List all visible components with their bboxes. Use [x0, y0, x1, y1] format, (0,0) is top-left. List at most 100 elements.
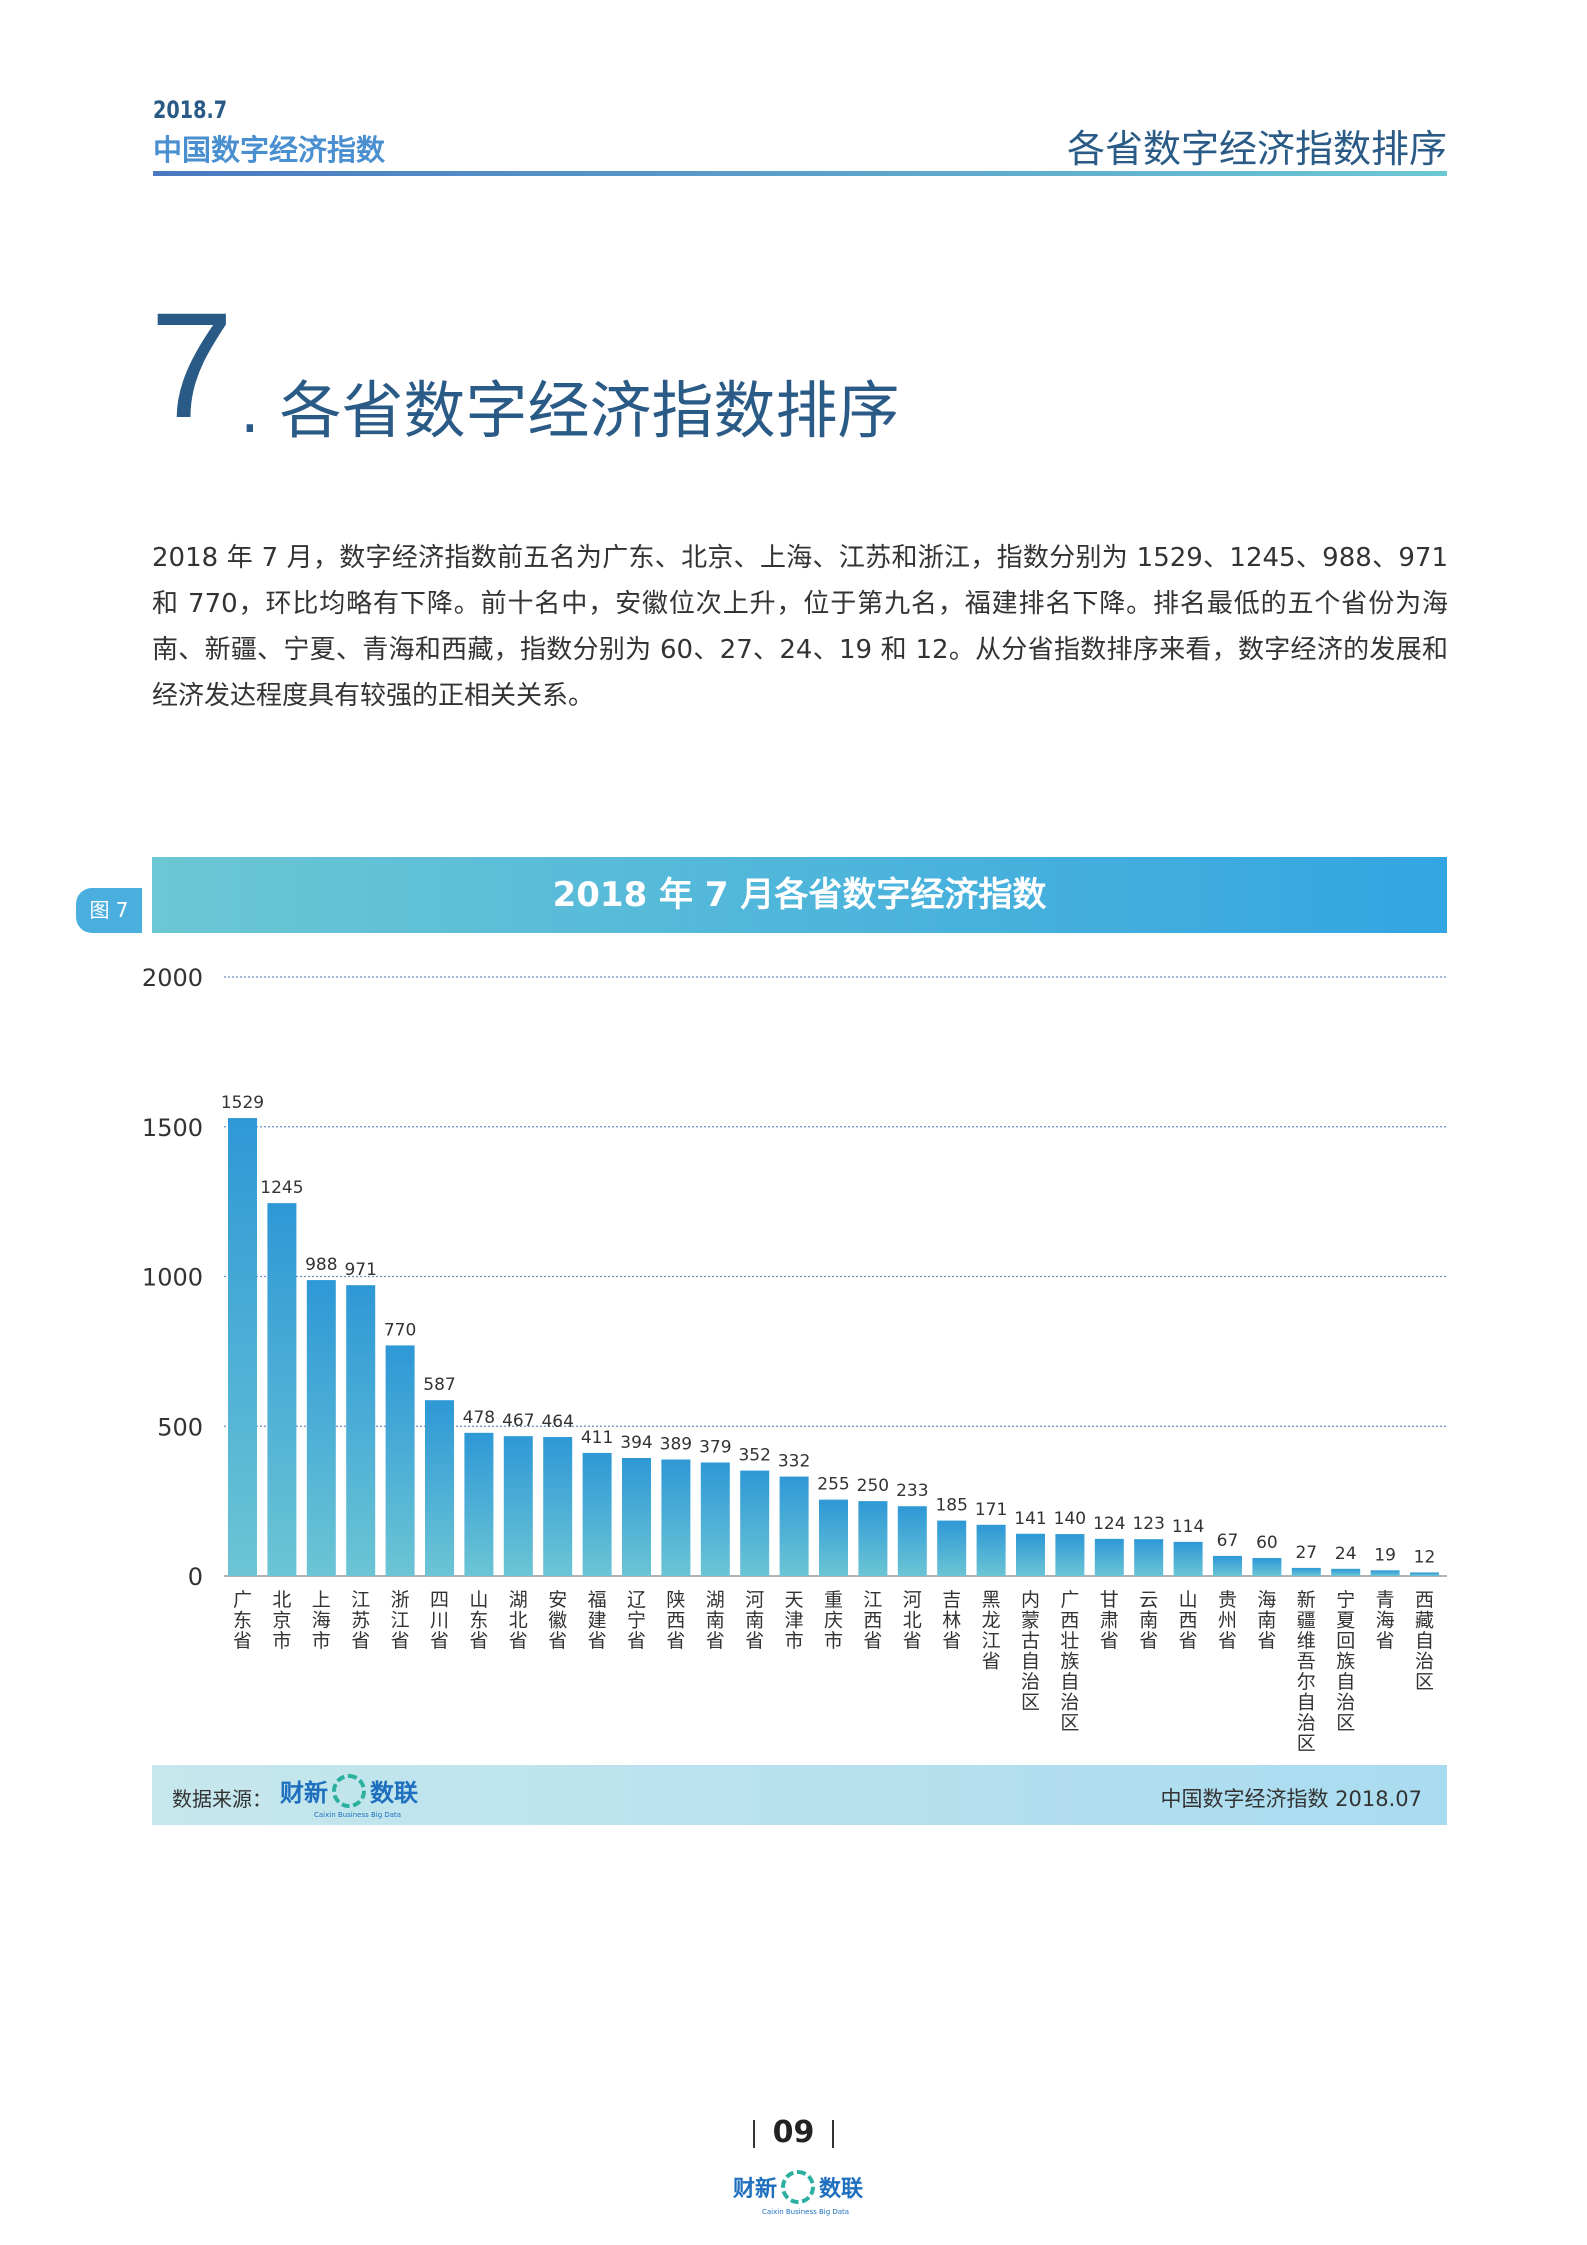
bar — [385, 1345, 415, 1576]
data-label: 467 — [502, 1411, 534, 1431]
bar — [1016, 1533, 1045, 1576]
data-label: 233 — [896, 1481, 928, 1501]
x-tick-label: 山东省 — [469, 1589, 488, 1652]
bar — [1094, 1538, 1124, 1576]
data-label: 60 — [1256, 1533, 1278, 1553]
x-tick-label: 江西省 — [863, 1589, 882, 1652]
x-tick-label: 河北省 — [903, 1589, 922, 1652]
data-label: 19 — [1374, 1545, 1396, 1565]
x-tick-label: 天津市 — [785, 1589, 804, 1652]
bar — [622, 1457, 651, 1576]
data-label: 988 — [305, 1255, 337, 1275]
footer-logo-right: 数联 — [819, 2177, 864, 2202]
data-label: 971 — [344, 1260, 376, 1280]
source-right-text: 中国数字经济指数 2018.07 — [1160, 1787, 1422, 1811]
data-label: 1529 — [221, 1093, 264, 1113]
x-tick-label: 海南省 — [1257, 1589, 1276, 1652]
x-tick-label: 江苏省 — [351, 1589, 370, 1652]
header-section-title: 各省数字经济指数排序 — [1066, 127, 1447, 171]
bar — [976, 1524, 1006, 1576]
data-label: 27 — [1295, 1543, 1317, 1563]
data-label: 114 — [1172, 1517, 1204, 1537]
data-label: 185 — [935, 1496, 967, 1516]
data-label: 379 — [699, 1437, 731, 1457]
bar — [228, 1118, 257, 1576]
data-label: 124 — [1093, 1514, 1125, 1534]
data-label: 464 — [541, 1412, 573, 1432]
x-tick-label: 上海市 — [312, 1589, 331, 1652]
y-tick-label: 1000 — [142, 1264, 203, 1292]
x-tick-label: 陕西省 — [666, 1589, 685, 1652]
data-label: 255 — [817, 1475, 849, 1495]
bar — [346, 1285, 376, 1576]
bar — [464, 1432, 494, 1576]
x-tick-label: 内蒙古自治区 — [1021, 1589, 1040, 1714]
data-label: 587 — [423, 1375, 455, 1395]
bar — [819, 1499, 848, 1576]
source-logo: 财新 数联 — [280, 1773, 418, 1808]
bar — [543, 1437, 573, 1576]
bar — [1055, 1534, 1085, 1576]
bar — [740, 1470, 770, 1576]
y-tick-label: 2000 — [142, 964, 203, 992]
data-label: 332 — [778, 1452, 810, 1472]
x-tick-label: 辽宁省 — [627, 1589, 646, 1652]
header-divider — [153, 171, 1447, 176]
bar — [779, 1476, 809, 1576]
bar — [937, 1520, 967, 1576]
data-label: 394 — [620, 1433, 652, 1453]
x-tick-label: 安徽省 — [548, 1589, 567, 1652]
x-tick-label: 宁夏回族自治区 — [1336, 1589, 1355, 1734]
data-label: 24 — [1335, 1544, 1357, 1564]
data-label: 12 — [1414, 1547, 1436, 1567]
x-tick-label: 湖北省 — [509, 1589, 528, 1652]
bar — [582, 1452, 612, 1576]
section-title: 各省数字经济指数排序 — [279, 374, 900, 447]
x-tick-label: 新疆维吾尔自治区 — [1297, 1589, 1316, 1755]
data-label: 770 — [384, 1320, 416, 1340]
header-date: 2018.7 — [153, 96, 228, 124]
bar — [267, 1203, 297, 1576]
logo-text-right: 数联 — [370, 1779, 418, 1807]
bar — [897, 1506, 927, 1576]
bar — [503, 1436, 533, 1576]
chart-title: 2018 年 7 月各省数字经济指数 — [152, 857, 1447, 933]
x-tick-label: 甘肃省 — [1100, 1589, 1119, 1652]
bar — [425, 1400, 454, 1576]
data-label: 140 — [1054, 1509, 1086, 1529]
bar — [1410, 1572, 1439, 1576]
x-tick-label: 重庆市 — [824, 1589, 843, 1652]
source-bar: 数据来源： 财新 数联 Caixin Business Big Data 中国数… — [152, 1765, 1447, 1825]
bar — [661, 1459, 691, 1576]
bar — [1173, 1541, 1203, 1576]
y-tick-label: 0 — [188, 1563, 203, 1591]
y-tick-label: 1500 — [142, 1114, 203, 1142]
data-label: 352 — [738, 1446, 770, 1466]
logo-text-left: 财新 — [280, 1779, 328, 1807]
x-tick-label: 贵州省 — [1218, 1589, 1237, 1652]
x-tick-label: 黑龙江省 — [982, 1589, 1001, 1673]
x-tick-label: 河南省 — [745, 1589, 764, 1652]
figure-tab: 图 7 — [76, 888, 142, 933]
swirl-logo-icon — [332, 1773, 366, 1808]
data-label: 67 — [1217, 1531, 1239, 1551]
x-tick-label: 湖南省 — [706, 1589, 725, 1652]
bar — [858, 1501, 888, 1576]
source-label: 数据来源： — [172, 1787, 272, 1811]
bar — [1134, 1539, 1164, 1576]
data-label: 478 — [463, 1408, 495, 1428]
bar — [700, 1462, 730, 1576]
x-tick-label: 四川省 — [430, 1589, 449, 1652]
bar — [1252, 1558, 1282, 1576]
x-tick-label: 北京市 — [272, 1589, 291, 1652]
x-tick-label: 吉林省 — [942, 1589, 961, 1652]
data-label: 389 — [660, 1434, 692, 1454]
data-label: 141 — [1014, 1509, 1046, 1529]
x-tick-label: 西藏自治区 — [1415, 1589, 1434, 1693]
bar-chart: 0 500 1000 1500 2000 1529 广东省 1245 北京市 988 上海市 971 江… — [142, 964, 1447, 1755]
footer-logo-sub: Caixin Business Big Data — [762, 2208, 850, 2216]
y-tick-label: 500 — [157, 1413, 203, 1441]
page-number-text: 09 — [772, 2115, 815, 2150]
data-label: 171 — [975, 1500, 1007, 1520]
data-label: 250 — [857, 1476, 889, 1496]
